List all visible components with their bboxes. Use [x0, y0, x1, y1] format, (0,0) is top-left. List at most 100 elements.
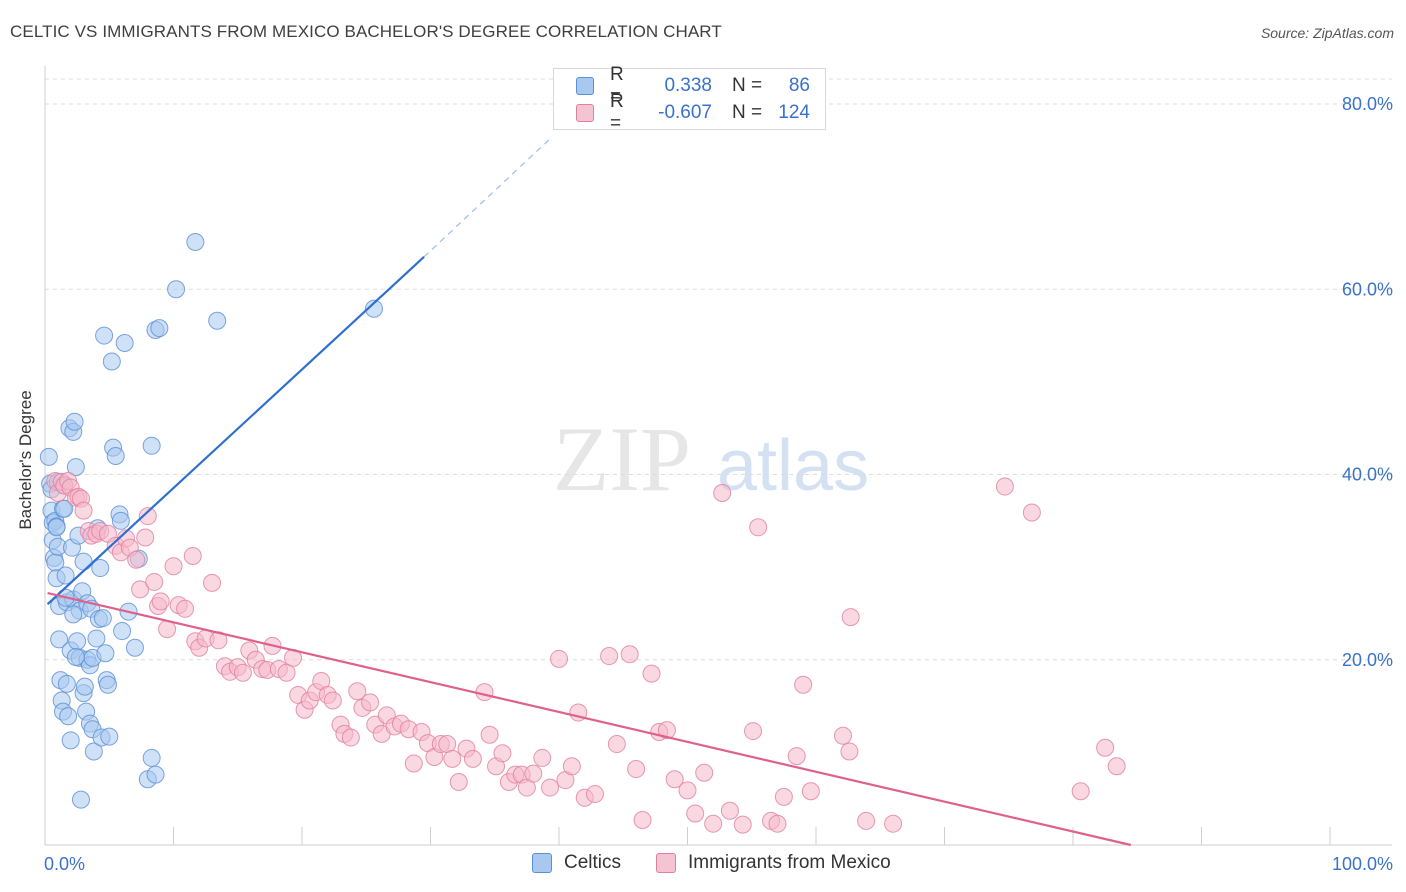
mexico-point: [620, 645, 639, 664]
celtics-point: [47, 518, 66, 537]
celtics-point: [111, 511, 130, 530]
celtics-swatch: [576, 77, 594, 95]
mexico-point: [131, 580, 150, 599]
mexico-point: [1071, 782, 1090, 801]
mexico-point: [695, 763, 714, 782]
celtics-point: [64, 605, 83, 624]
celtics-point: [150, 319, 169, 338]
mexico-point: [341, 728, 360, 747]
mexico-point: [833, 726, 852, 745]
celtics-point: [115, 333, 134, 352]
y-tick-label: 20.0%: [1342, 650, 1393, 670]
mexico-point: [642, 664, 661, 683]
source-label: Source: ZipAtlas.com: [1260, 25, 1394, 41]
x-tick-label: 0.0%: [44, 854, 85, 874]
n-label: N =: [732, 102, 763, 123]
mexico-point: [733, 815, 752, 834]
legend-label-celtics: Celtics: [564, 852, 622, 873]
r-value: -0.607: [658, 102, 712, 123]
celtics-point: [74, 552, 93, 571]
r-value: 0.338: [664, 75, 712, 96]
celtics-point: [55, 499, 74, 518]
mexico-point: [176, 599, 195, 618]
chart-title: CELTIC VS IMMIGRANTS FROM MEXICO BACHELO…: [10, 22, 722, 41]
mexico-point: [713, 484, 732, 503]
celtics-trend-extension: [423, 135, 553, 258]
mexico-point: [600, 647, 619, 666]
mexico-point: [665, 770, 684, 789]
celtics-point: [113, 622, 132, 641]
celtics-point: [102, 352, 121, 371]
mexico-point: [277, 663, 296, 682]
r-label: R =: [610, 91, 624, 134]
celtics-trend-line: [46, 256, 425, 605]
mexico-point: [841, 608, 860, 627]
y-axis-title: Bachelor's Degree: [16, 390, 35, 530]
mexico-swatch: [576, 104, 594, 122]
mexico-point: [164, 557, 183, 576]
celtics-point: [56, 566, 75, 585]
celtics-point: [100, 727, 119, 746]
mexico-point: [1022, 503, 1041, 522]
mexico-point: [1107, 757, 1126, 776]
mexico-point: [840, 742, 859, 761]
mexico-swatch: [656, 853, 676, 873]
mexico-point: [493, 744, 512, 763]
mexico-point: [463, 749, 482, 768]
celtics-point: [98, 675, 117, 694]
celtics-point: [91, 559, 110, 578]
celtics-point: [142, 748, 161, 767]
mexico-point: [627, 760, 646, 779]
series-legend: Celtics Immigrants from Mexico: [0, 852, 1406, 878]
mexico-point: [704, 814, 723, 833]
mexico-point: [1096, 738, 1115, 757]
legend-row-mexico: R = -0.607 N = 124: [576, 91, 810, 134]
mexico-point: [585, 785, 604, 804]
celtics-point: [208, 311, 227, 330]
mexico-point: [138, 507, 157, 526]
mexico-point: [348, 682, 367, 701]
watermark-zip: ZIP: [553, 408, 691, 510]
celtics-point: [59, 707, 78, 726]
celtics-swatch: [532, 853, 552, 873]
mexico-point: [884, 814, 903, 833]
mexico-point: [449, 773, 468, 792]
mexico-point: [541, 778, 560, 797]
celtics-point: [167, 280, 186, 299]
r-label: R =: [610, 64, 624, 107]
mexico-point: [857, 811, 876, 830]
mexico-point: [404, 754, 423, 773]
celtics-point: [57, 674, 76, 693]
celtics-point: [66, 458, 85, 477]
celtics-point: [95, 326, 114, 345]
watermark-atlas: atlas: [717, 426, 869, 506]
legend-item-mexico: Immigrants from Mexico: [656, 852, 891, 874]
celtics-point: [93, 609, 112, 628]
celtics-point: [87, 629, 106, 648]
mexico-point: [151, 592, 170, 611]
celtics-point: [186, 233, 205, 252]
mexico-point: [768, 814, 787, 833]
mexico-point: [233, 663, 252, 682]
mexico-point: [145, 572, 164, 591]
y-axis-title-wrap: Bachelor's Degree: [16, 390, 36, 529]
mexico-point: [361, 693, 380, 712]
mexico-point: [524, 764, 543, 783]
mexico-point: [749, 518, 768, 537]
celtics-point: [106, 446, 125, 465]
mexico-point: [183, 547, 202, 566]
mexico-point: [995, 477, 1014, 496]
mexico-point: [550, 649, 568, 668]
mexico-point: [480, 725, 499, 744]
legend-label-mexico: Immigrants from Mexico: [688, 852, 891, 873]
celtics-point: [142, 436, 161, 455]
mexico-point: [323, 691, 342, 710]
celtics-point: [75, 677, 94, 696]
celtics-point: [68, 632, 87, 651]
celtics-point: [50, 630, 69, 649]
mexico-point: [443, 749, 462, 768]
celtics-point: [146, 765, 165, 784]
mexico-point: [678, 781, 697, 800]
mexico-point: [127, 550, 146, 569]
